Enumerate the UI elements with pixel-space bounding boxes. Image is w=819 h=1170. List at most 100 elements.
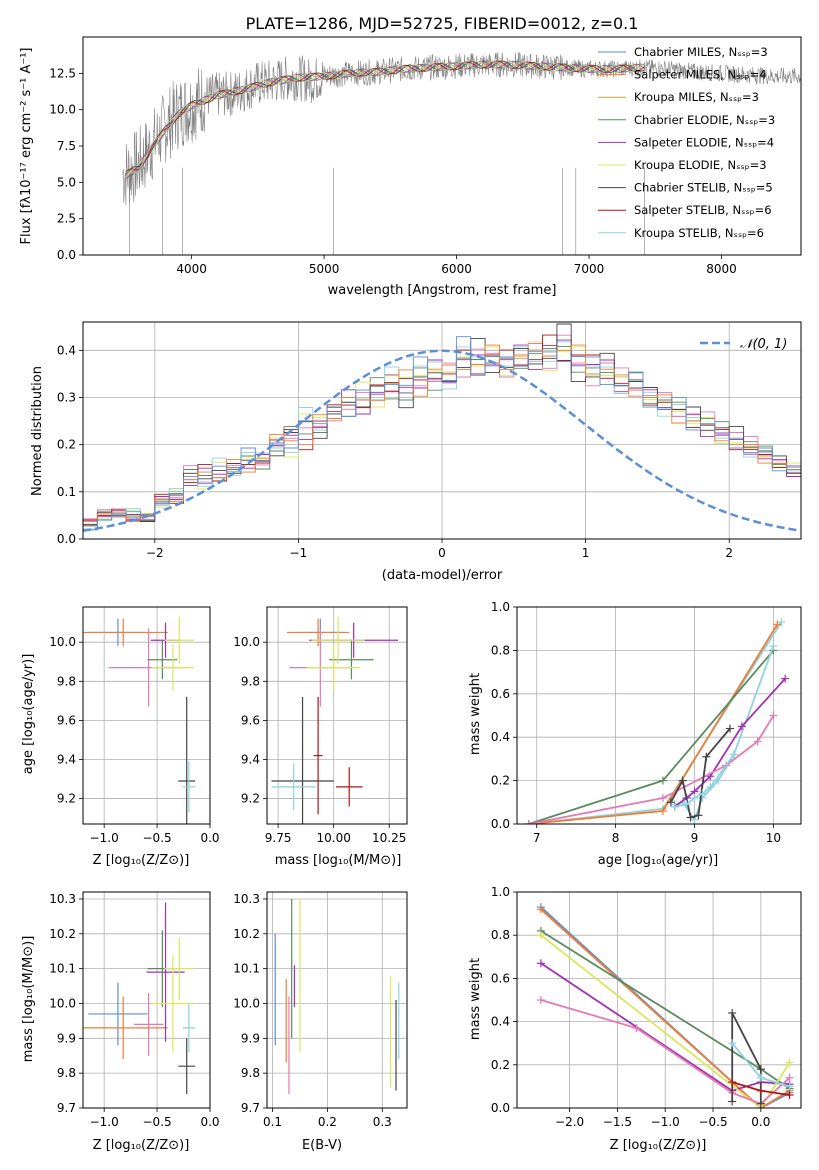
x-tick-label: 2 [725, 546, 733, 560]
plot-frame [516, 891, 802, 1109]
histogram-panel: −2 −1 0 1 2 0.0 0.1 0.2 0.3 0.4 𝒩(0, 1) [57, 321, 802, 560]
x-tick-label: 8 [612, 831, 620, 845]
y-tick-label: 1.0 [491, 885, 510, 899]
histogram-step-line [83, 336, 801, 531]
massweight-vs-z-panel: −2.0 −1.5 −1.0 −0.5 0.0 0.0 0.2 0.4 0.6 0.8 1.0 [491, 885, 802, 1129]
y-tick-label: 10.3 [49, 892, 76, 906]
y-tick-label: 0.0 [57, 532, 76, 546]
x-tick-label: 0.0 [200, 1115, 219, 1129]
legend-label: 𝒩(0, 1) [740, 337, 787, 352]
x-tick-label: −1.0 [651, 1115, 680, 1129]
y-tick-label: 10.0 [233, 635, 260, 649]
y-tick-label: 9.2 [57, 792, 76, 806]
mass-weight-line [674, 645, 775, 822]
mass-z-y-label: mass [log₁₀(M/M⊙)] [21, 936, 36, 1063]
legend-label: Kroupa MILES, Nₛₛₚ=3 [634, 90, 759, 104]
age-z-x-label: Z [log₁₀(Z/Z⊙)] [93, 853, 190, 868]
y-tick-label: 9.2 [241, 792, 260, 806]
age-vs-z-panel: −1.0 −0.5 0.0 9.2 9.4 9.6 9.8 10.0 [49, 606, 220, 845]
y-tick-label: 0.0 [491, 817, 510, 831]
plot-frame [82, 891, 211, 1109]
y-tick-label: 9.9 [241, 1031, 260, 1045]
plot-frame [82, 36, 802, 256]
x-tick-label: 0.0 [200, 831, 219, 845]
y-tick-label: 10.0 [49, 996, 76, 1010]
x-tick-label: 4000 [176, 262, 207, 276]
legend-label: Kroupa ELODIE, Nₛₛₚ=3 [634, 158, 767, 172]
legend-label: Salpeter MILES, Nₛₛₚ=4 [634, 68, 767, 82]
legend-label: Kroupa STELIB, Nₛₛₚ=6 [634, 226, 764, 240]
y-tick-label: 9.8 [57, 674, 76, 688]
x-tick-label: 7000 [574, 262, 605, 276]
x-tick-label: 0.2 [318, 1115, 337, 1129]
x-tick-label: −0.5 [698, 1115, 727, 1129]
x-tick-label: 0 [438, 546, 446, 560]
age-vs-mass-panel: 9.75 10.00 10.25 9.2 9.4 9.6 9.8 10.0 [233, 606, 408, 845]
legend-label: Salpeter ELODIE, Nₛₛₚ=4 [634, 135, 774, 149]
clipped-area [274, 898, 400, 1095]
y-tick-label: 10.0 [233, 996, 260, 1010]
histogram-step-line [83, 341, 801, 530]
x-tick-label: −2.0 [555, 1115, 584, 1129]
clipped-area [536, 903, 794, 1108]
y-tick-label: 0.2 [491, 774, 510, 788]
x-tick-label: −1.0 [90, 831, 119, 845]
y-tick-label: 10.0 [49, 103, 76, 117]
x-tick-label: 10 [766, 831, 781, 845]
clipped-area [524, 618, 790, 824]
plot-frame [516, 606, 802, 825]
model-fit-line [125, 60, 645, 173]
histogram-step-line [83, 341, 801, 530]
y-tick-label: 0.2 [491, 1058, 510, 1072]
x-tick-label: 0.0 [751, 1115, 770, 1129]
clipped-area [83, 323, 801, 532]
model-fit-line [125, 60, 645, 176]
mw-z-x-label: Z [log₁₀(Z/Z⊙)] [610, 1138, 707, 1153]
y-tick-label: 1.0 [491, 600, 510, 614]
plot-frame [266, 606, 408, 825]
x-tick-label: 8000 [706, 262, 737, 276]
mass-weight-line [540, 908, 790, 1108]
mass-ebv-x-label: E(B-V) [302, 1138, 342, 1153]
y-tick-label: 10.1 [49, 962, 76, 976]
spectrum-y-label: Flux [fλ10⁻¹⁷ erg cm⁻² s⁻¹ A⁻¹] [19, 48, 34, 245]
x-tick-label: 0.1 [263, 1115, 282, 1129]
clipped-area [83, 616, 196, 824]
x-tick-label: 0.3 [373, 1115, 392, 1129]
x-tick-label: 6000 [441, 262, 472, 276]
mass-vs-z-panel: −1.0 −0.5 0.0 9.7 9.8 9.9 10.0 10.1 10.2 10.3 [49, 891, 220, 1129]
y-tick-label: 9.9 [57, 1031, 76, 1045]
legend-label: Chabrier ELODIE, Nₛₛₚ=3 [634, 113, 775, 127]
y-tick-label: 0.4 [491, 1015, 510, 1029]
y-tick-label: 0.4 [491, 730, 510, 744]
gaussian-curve [83, 349, 799, 532]
x-tick-label: 7 [533, 831, 541, 845]
y-tick-label: 5.0 [57, 175, 76, 189]
y-tick-label: 10.1 [233, 962, 260, 976]
mass-weight-line [731, 1012, 762, 1104]
x-tick-label: 10.00 [316, 831, 350, 845]
spectrum-title: PLATE=1286, MJD=52725, FIBERID=0012, z=0… [246, 14, 639, 33]
y-tick-label: 0.0 [491, 1101, 510, 1115]
x-tick-label: −1 [290, 546, 308, 560]
y-tick-label: 0.6 [491, 971, 510, 985]
age-z-y-label: age [log₁₀(age/yr)] [21, 654, 36, 775]
x-tick-label: 5000 [309, 262, 340, 276]
mw-age-y-label: mass weight [468, 673, 483, 755]
y-tick-label: 9.6 [241, 713, 260, 727]
histogram-x-label: (data-model)/error [382, 568, 503, 583]
model-fit-line [125, 60, 645, 174]
spectrum-panel: 4000 5000 6000 7000 8000 0.0 2.5 5.0 7.5 10.0 12.5… [49, 36, 802, 276]
y-tick-label: 9.8 [241, 674, 260, 688]
y-tick-label: 0.6 [491, 687, 510, 701]
y-tick-label: 0.4 [57, 343, 76, 357]
plot-frame [266, 891, 408, 1109]
x-tick-label: 1 [582, 546, 590, 560]
y-tick-label: 7.5 [57, 139, 76, 153]
legend-label: Salpeter STELIB, Nₛₛₚ=6 [634, 203, 772, 217]
x-tick-label: −0.5 [143, 1115, 172, 1129]
y-tick-label: 0.3 [57, 390, 76, 404]
y-tick-label: 10.0 [49, 635, 76, 649]
mass-vs-ebv-panel: 0.1 0.2 0.3 9.7 9.8 9.9 10.0 10.1 10.2 10.3 [233, 891, 408, 1129]
plot-frame [82, 321, 802, 540]
